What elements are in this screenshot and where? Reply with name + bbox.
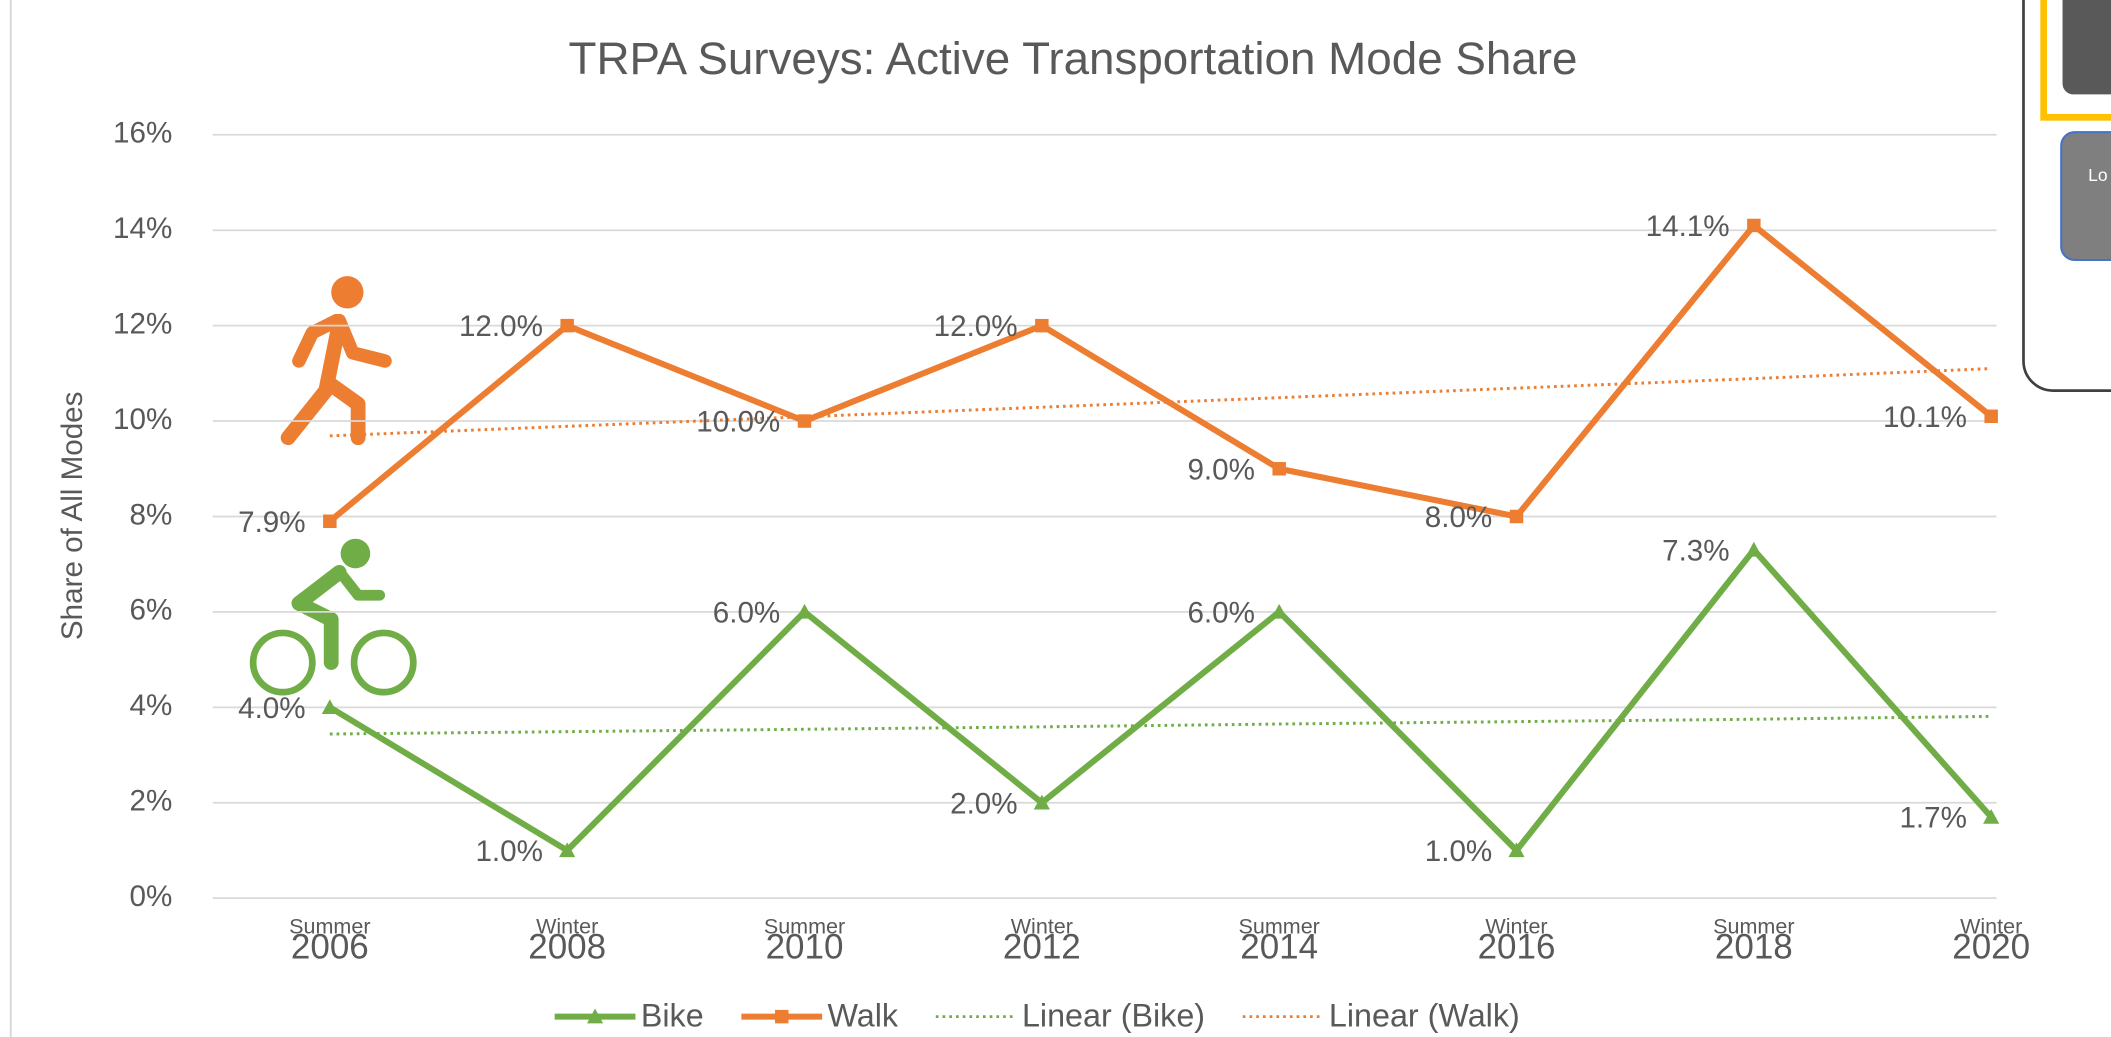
series-line — [328, 546, 1994, 854]
marker — [1983, 808, 2000, 824]
x-tick-label: Winter — [1011, 914, 1073, 938]
legend-item: Linear (Bike) — [935, 998, 1205, 1034]
x-tick-label: Summer — [764, 914, 845, 938]
y-tick-label: 6% — [130, 594, 173, 627]
x-tick-label: 2014 — [1240, 928, 1318, 967]
bike-icon — [249, 538, 417, 696]
marker — [1033, 794, 1050, 810]
panel-text: Lo — [2088, 165, 2107, 185]
legend-marker — [586, 1008, 604, 1024]
data-label: 9.0% — [1187, 453, 1255, 486]
x-tick-label: 2016 — [1478, 928, 1556, 967]
marker — [1509, 509, 1524, 524]
x-tick-label: Winter — [1960, 914, 2022, 938]
x-tick-label: Winter — [536, 914, 598, 938]
y-tick-label: 16% — [113, 117, 172, 150]
panel-button[interactable] — [2060, 131, 2111, 262]
y-tick-label: 0% — [130, 880, 173, 913]
data-label: 4.0% — [238, 692, 306, 725]
y-tick-label: 8% — [130, 498, 173, 531]
marker — [1984, 409, 1998, 424]
x-tick-label: Winter — [1485, 914, 1547, 938]
data-label: 2.0% — [950, 787, 1018, 820]
trend-line — [329, 714, 1992, 736]
x-tick-label: 2018 — [1715, 928, 1793, 967]
grid — [212, 133, 1997, 900]
marker — [1035, 318, 1049, 333]
data-label: 7.3% — [1662, 534, 1729, 567]
walk-icon — [280, 276, 392, 446]
legend-label: Linear (Bike) — [1022, 998, 1205, 1034]
marker — [796, 603, 813, 619]
legend-marker — [775, 1009, 789, 1024]
x-tick-label: 2008 — [528, 928, 606, 967]
side-panel: Lo — [2022, 0, 2111, 392]
legend-item: Walk — [741, 998, 899, 1034]
panel-button[interactable] — [2062, 0, 2111, 95]
marker — [1271, 603, 1288, 619]
data-label: 12.0% — [459, 310, 543, 343]
y-tick-label: 4% — [130, 689, 173, 722]
x-tick-label: 2010 — [766, 928, 844, 967]
marker — [1508, 842, 1525, 858]
legend-item: Linear (Walk) — [1242, 998, 1520, 1034]
legend-label: Walk — [828, 998, 899, 1034]
marker — [1272, 462, 1286, 476]
data-label: 10.0% — [696, 406, 780, 439]
legend-item: Bike — [554, 998, 704, 1034]
data-label: 1.0% — [1425, 835, 1493, 868]
marker — [323, 514, 337, 528]
x-tick-label: Summer — [1238, 914, 1319, 938]
marker — [1745, 541, 1762, 557]
x-tick-label: Summer — [289, 914, 370, 938]
y-tick-label: 14% — [113, 212, 172, 245]
chart-frame — [9, 0, 12, 1037]
y-tick-label: 10% — [113, 403, 172, 436]
x-tick-label: 2006 — [291, 928, 369, 967]
x-tick-label: 2020 — [1952, 928, 2030, 967]
y-axis-label: Share of All Modes — [56, 392, 89, 641]
x-tick-label: Summer — [1713, 914, 1794, 938]
marker — [560, 318, 574, 333]
marker — [797, 414, 812, 428]
data-label: 7.9% — [238, 506, 306, 539]
data-label: 14.1% — [1646, 210, 1730, 243]
trend-line — [329, 367, 1992, 438]
data-label: 12.0% — [934, 310, 1018, 343]
data-label: 1.7% — [1899, 802, 1967, 835]
x-tick-label: 2012 — [1003, 928, 1081, 967]
highlight-box — [2040, 0, 2111, 121]
y-tick-label: 2% — [130, 785, 173, 818]
data-label: 8.0% — [1425, 501, 1493, 534]
series-line — [327, 222, 1994, 524]
data-label: 6.0% — [1187, 596, 1255, 629]
marker — [321, 699, 338, 715]
chart-title: TRPA Surveys: Active Transportation Mode… — [568, 33, 1577, 84]
legend-label: Bike — [641, 998, 704, 1034]
data-label: 1.0% — [475, 835, 543, 868]
marker — [1747, 218, 1761, 233]
marker — [559, 842, 576, 858]
legend-label: Linear (Walk) — [1329, 998, 1520, 1034]
data-label: 10.1% — [1883, 401, 1967, 434]
data-label: 6.0% — [713, 596, 781, 629]
y-tick-label: 12% — [113, 307, 172, 340]
